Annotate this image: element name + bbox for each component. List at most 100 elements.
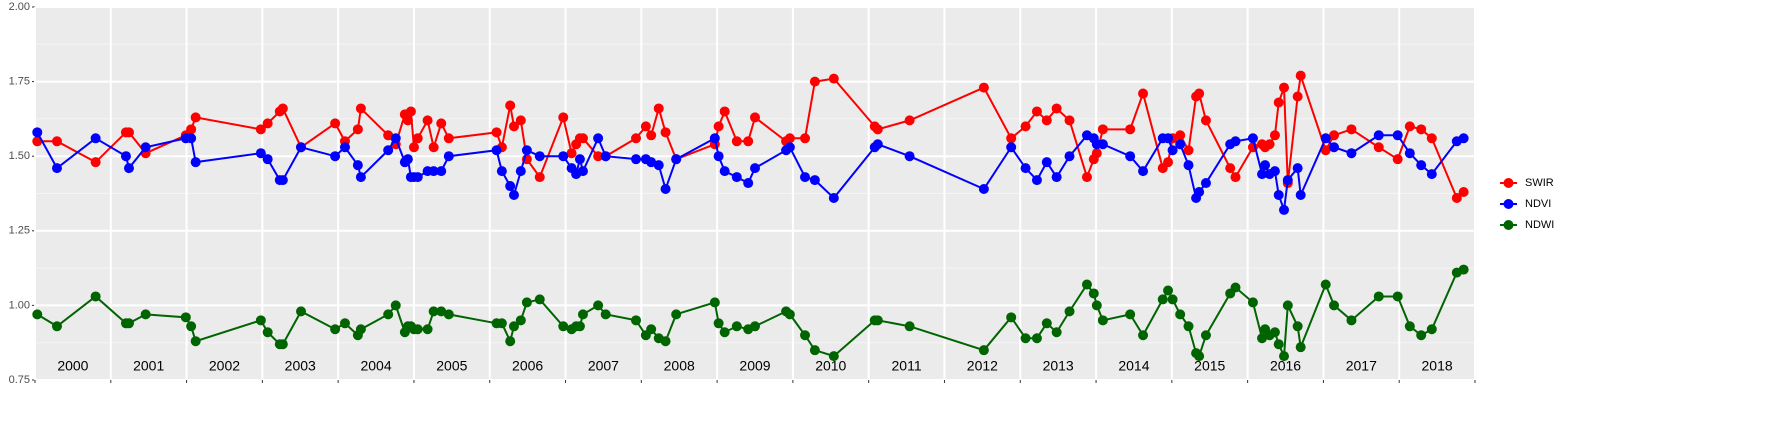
year-label: 2001 bbox=[133, 358, 164, 374]
data-point bbox=[339, 142, 350, 153]
data-point bbox=[809, 76, 820, 87]
data-point bbox=[800, 172, 811, 183]
data-point bbox=[1329, 300, 1340, 311]
data-point bbox=[709, 297, 720, 308]
data-point bbox=[1051, 172, 1062, 183]
data-point bbox=[828, 192, 839, 203]
data-point bbox=[1020, 333, 1031, 344]
year-label: 2007 bbox=[588, 358, 619, 374]
data-point bbox=[190, 336, 201, 347]
data-point bbox=[1225, 163, 1236, 174]
data-point bbox=[719, 327, 730, 338]
data-point bbox=[534, 294, 545, 305]
data-point bbox=[412, 133, 423, 144]
year-label: 2014 bbox=[1118, 358, 1149, 374]
data-point bbox=[731, 172, 742, 183]
data-point bbox=[1020, 163, 1031, 174]
data-point bbox=[600, 309, 611, 320]
data-point bbox=[1006, 312, 1017, 323]
data-point bbox=[743, 136, 754, 147]
data-point bbox=[508, 321, 519, 332]
data-point bbox=[1167, 145, 1178, 156]
year-label: 2017 bbox=[1346, 358, 1377, 374]
data-point bbox=[330, 118, 341, 129]
data-point bbox=[978, 184, 989, 195]
data-point bbox=[1458, 187, 1469, 198]
data-point bbox=[1373, 142, 1384, 153]
data-point bbox=[1292, 163, 1303, 174]
data-point bbox=[574, 154, 585, 165]
data-point bbox=[750, 321, 760, 332]
data-point bbox=[784, 142, 795, 153]
data-point bbox=[1175, 309, 1186, 320]
data-point bbox=[558, 151, 569, 162]
data-point bbox=[123, 318, 134, 329]
data-point bbox=[593, 151, 604, 162]
data-point bbox=[566, 148, 577, 159]
data-point bbox=[51, 321, 62, 332]
data-point bbox=[1282, 300, 1293, 311]
data-point bbox=[120, 151, 131, 162]
data-point bbox=[508, 121, 519, 132]
data-point bbox=[515, 115, 526, 126]
data-point bbox=[1183, 160, 1194, 171]
data-point bbox=[1163, 133, 1174, 144]
y-tick-label: 1.75 bbox=[9, 76, 30, 88]
data-point bbox=[405, 106, 416, 117]
data-point bbox=[800, 133, 811, 144]
data-point bbox=[1041, 115, 1052, 126]
year-label: 2008 bbox=[664, 358, 695, 374]
data-point bbox=[1175, 139, 1186, 150]
year-label: 2015 bbox=[1194, 358, 1225, 374]
data-point bbox=[436, 118, 447, 129]
data-point bbox=[428, 166, 439, 177]
data-point bbox=[1404, 321, 1415, 332]
data-point bbox=[600, 151, 611, 162]
legend-label: SWIR bbox=[1525, 177, 1554, 189]
data-point bbox=[390, 300, 401, 311]
data-point bbox=[713, 151, 724, 162]
data-point bbox=[262, 154, 273, 165]
data-point bbox=[646, 324, 657, 335]
data-point bbox=[574, 321, 585, 332]
data-point bbox=[330, 324, 341, 335]
data-point bbox=[1247, 297, 1258, 308]
data-point bbox=[190, 157, 201, 168]
data-point bbox=[1264, 139, 1275, 150]
data-point bbox=[1125, 309, 1136, 320]
data-point bbox=[1273, 339, 1284, 350]
data-point bbox=[1200, 178, 1211, 189]
data-point bbox=[123, 127, 134, 138]
data-point bbox=[660, 184, 671, 195]
data-point bbox=[653, 103, 664, 114]
data-point bbox=[140, 309, 151, 320]
data-point bbox=[355, 324, 366, 335]
data-point bbox=[51, 136, 62, 147]
data-point bbox=[262, 118, 273, 129]
data-point bbox=[1269, 327, 1280, 338]
data-point bbox=[631, 315, 642, 326]
data-point bbox=[355, 172, 366, 183]
data-point bbox=[51, 163, 62, 174]
year-label: 2000 bbox=[57, 358, 88, 374]
data-point bbox=[558, 112, 569, 123]
data-point bbox=[1282, 175, 1293, 186]
data-point bbox=[1273, 97, 1284, 108]
data-point bbox=[828, 73, 839, 84]
data-point bbox=[1175, 130, 1186, 141]
data-point bbox=[90, 291, 101, 302]
data-point bbox=[671, 309, 682, 320]
data-point bbox=[1416, 160, 1427, 171]
data-point bbox=[646, 130, 657, 141]
data-point bbox=[653, 160, 664, 171]
data-point bbox=[1031, 333, 1042, 344]
data-point bbox=[32, 309, 43, 320]
data-point bbox=[1392, 154, 1403, 165]
data-point bbox=[904, 151, 915, 162]
data-point bbox=[186, 124, 197, 135]
data-point bbox=[1269, 130, 1280, 141]
data-point bbox=[784, 309, 795, 320]
data-point bbox=[1020, 121, 1031, 132]
data-point bbox=[296, 306, 307, 317]
